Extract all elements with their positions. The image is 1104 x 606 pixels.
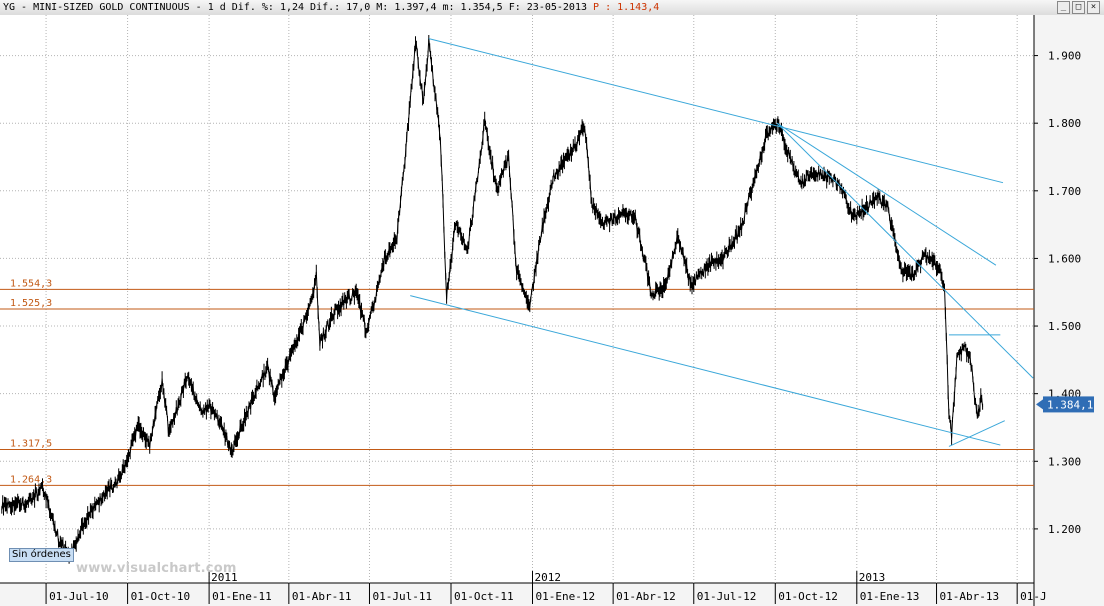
y-axis-area bbox=[1034, 15, 1104, 606]
minimize-button[interactable]: _ bbox=[1057, 1, 1070, 14]
level-label: 1.264,3 bbox=[10, 474, 52, 485]
last-price-label: 1.384,1 bbox=[1047, 398, 1093, 411]
chart-title-p-value: P : 1.143,4 bbox=[593, 2, 660, 13]
y-tick-label: 1.300 bbox=[1048, 455, 1081, 468]
trendline bbox=[948, 420, 1005, 447]
trendline bbox=[776, 122, 997, 266]
maximize-button[interactable]: □ bbox=[1072, 1, 1085, 14]
x-tick-label: 01-Ene-13 bbox=[860, 590, 920, 603]
y-tick-label: 1.700 bbox=[1048, 185, 1081, 198]
x-tick-label: 01-Abr-11 bbox=[292, 590, 352, 603]
level-label: 1.554,3 bbox=[10, 278, 52, 289]
chart-title-text: YG - MINI-SIZED GOLD CONTINUOUS - 1 d Di… bbox=[3, 2, 587, 13]
trendline bbox=[776, 122, 1034, 379]
level-label: 1.317,5 bbox=[10, 438, 52, 449]
orders-status-label[interactable]: Sin órdenes bbox=[9, 548, 74, 562]
price-chart[interactable]: 1.554,3 1.525,3 1.317,5 1.264,3 1.200 1.300 1… bbox=[0, 15, 1104, 606]
year-label: 2013 bbox=[859, 571, 886, 584]
trendline bbox=[428, 38, 1004, 184]
x-axis: 01-Jul-10 01-Oct-10 01-Ene-11 01-Abr-11 01-J… bbox=[45, 571, 1047, 604]
year-label: 2012 bbox=[535, 571, 562, 584]
chart-title: YG - MINI-SIZED GOLD CONTINUOUS - 1 d Di… bbox=[3, 0, 659, 15]
last-price-box bbox=[1043, 396, 1094, 413]
y-tick-label: 1.200 bbox=[1048, 523, 1081, 536]
x-tick-label: 01-Jul-12 bbox=[697, 590, 757, 603]
x-tick-label: 01-Oct-11 bbox=[454, 590, 514, 603]
horizontal-levels: 1.554,3 1.525,3 1.317,5 1.264,3 bbox=[0, 278, 1034, 486]
watermark: www.visualchart.com bbox=[76, 561, 237, 576]
title-bar: YG - MINI-SIZED GOLD CONTINUOUS - 1 d Di… bbox=[0, 0, 1104, 16]
y-tick-label: 1.600 bbox=[1048, 252, 1081, 265]
window-buttons: _ □ × bbox=[1057, 1, 1100, 14]
x-tick-label: 01-Oct-12 bbox=[778, 590, 838, 603]
x-tick-label: 01-Abr-13 bbox=[940, 590, 1000, 603]
last-price-marker: 1.384,1 bbox=[1036, 396, 1094, 413]
price-series bbox=[1, 35, 984, 564]
trendline bbox=[410, 295, 1001, 446]
y-tick-label: 1.800 bbox=[1048, 117, 1081, 130]
x-tick-label: 01-Jul-11 bbox=[372, 590, 432, 603]
level-label: 1.525,3 bbox=[10, 298, 52, 309]
year-label: 2011 bbox=[211, 571, 238, 584]
x-tick-label: 01-J bbox=[1020, 590, 1047, 603]
close-button[interactable]: × bbox=[1087, 1, 1100, 14]
x-tick-label: 01-Oct-10 bbox=[131, 590, 191, 603]
price-line bbox=[1, 38, 984, 560]
grid bbox=[0, 15, 1034, 583]
x-tick-label: 01-Jul-10 bbox=[49, 590, 109, 603]
plot-area bbox=[0, 15, 1034, 583]
y-tick-label: 1.500 bbox=[1048, 320, 1081, 333]
x-tick-label: 01-Ene-11 bbox=[212, 590, 272, 603]
last-price-arrow bbox=[1036, 399, 1043, 410]
trendlines bbox=[410, 38, 1034, 447]
x-tick-label: 01-Ene-12 bbox=[536, 590, 596, 603]
y-tick-label: 1.900 bbox=[1048, 50, 1081, 63]
x-tick-label: 01-Abr-12 bbox=[616, 590, 676, 603]
